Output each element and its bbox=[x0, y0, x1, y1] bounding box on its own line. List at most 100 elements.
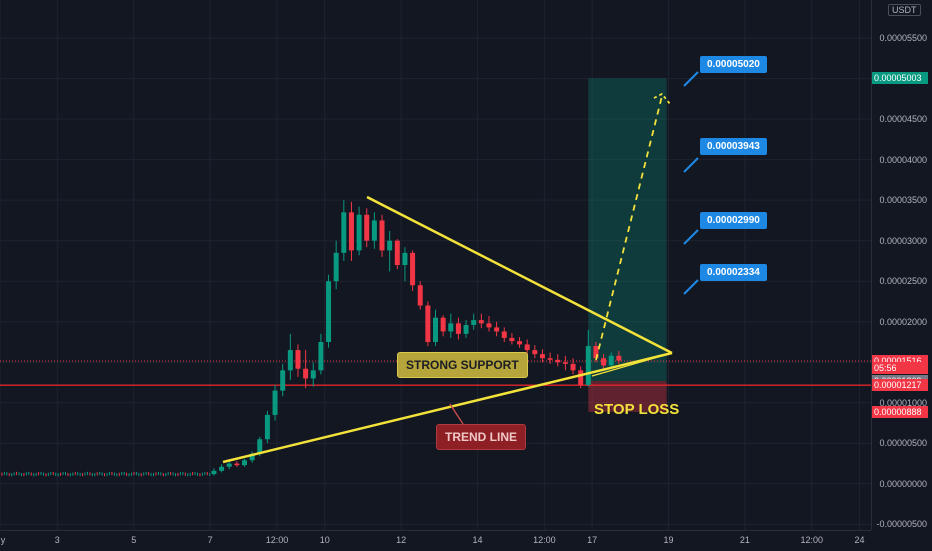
candle-body bbox=[356, 214, 362, 251]
time-axis[interactable]: y 3 5 7 12:00 10 12 14 12:00 17 19 21 12:00 24 bbox=[0, 530, 871, 551]
candle-body bbox=[524, 344, 530, 351]
target-callout-4[interactable]: 0.00002334 bbox=[700, 264, 767, 281]
position-zones bbox=[588, 78, 667, 412]
candle-body bbox=[517, 341, 523, 345]
candle-body bbox=[501, 331, 507, 338]
candle-body bbox=[303, 368, 309, 379]
candle-body bbox=[287, 350, 293, 371]
candle bbox=[585, 329, 591, 387]
price-tick-label: 0.00003000 bbox=[879, 235, 927, 246]
price-tick-label: 0.00004500 bbox=[879, 114, 927, 125]
candle bbox=[555, 354, 561, 367]
candle bbox=[310, 362, 316, 387]
candle bbox=[341, 200, 347, 261]
candle-body bbox=[394, 240, 400, 265]
price-tick-label: 0.00001000 bbox=[879, 397, 927, 408]
candle bbox=[547, 352, 553, 364]
trend-line-label[interactable]: TREND LINE bbox=[436, 424, 526, 450]
candle bbox=[295, 344, 301, 377]
candle-body bbox=[333, 252, 339, 282]
candle-body bbox=[455, 323, 461, 334]
time-tick-label: 12:00 bbox=[533, 535, 556, 545]
candle-body bbox=[326, 281, 332, 342]
resistance-line bbox=[366, 195, 673, 355]
candle bbox=[364, 208, 370, 248]
candle-body bbox=[318, 341, 324, 371]
candle-body bbox=[509, 337, 515, 342]
price-tag[interactable]: 0.00000888 bbox=[872, 405, 928, 418]
price-tag[interactable]: 0.00001217 bbox=[872, 379, 928, 392]
candle-body bbox=[379, 220, 385, 251]
candle bbox=[287, 333, 293, 381]
time-tick-label: 12:00 bbox=[265, 535, 289, 545]
candle bbox=[433, 309, 438, 347]
candle bbox=[517, 337, 523, 348]
time-tick-label: 24 bbox=[854, 535, 865, 545]
time-tick-label: 7 bbox=[207, 535, 213, 545]
candle-body bbox=[601, 358, 607, 366]
candle-body bbox=[348, 212, 354, 251]
candle-body bbox=[364, 214, 370, 241]
candle bbox=[501, 327, 507, 342]
trend-pointer bbox=[449, 403, 464, 425]
candles bbox=[211, 200, 622, 476]
time-tick-label: 21 bbox=[739, 535, 750, 545]
candle-body bbox=[494, 327, 500, 332]
price-tag[interactable]: 0.00005003 bbox=[872, 72, 928, 85]
candle bbox=[425, 301, 431, 347]
drawings bbox=[222, 71, 699, 464]
price-tick-label: 0.00000000 bbox=[879, 478, 927, 489]
price-tick-label: 0.00004000 bbox=[879, 154, 927, 165]
candle bbox=[448, 313, 454, 338]
time-tick-label: 12 bbox=[396, 535, 407, 545]
strong-support-label[interactable]: STRONG SUPPORT bbox=[397, 352, 528, 378]
price-tag[interactable]: 05:56 bbox=[872, 362, 928, 375]
candle-body bbox=[578, 370, 584, 385]
target-callout-3[interactable]: 0.00002990 bbox=[700, 212, 767, 229]
candle-body bbox=[486, 323, 492, 328]
candle-body bbox=[608, 355, 614, 366]
candle bbox=[578, 366, 584, 389]
candle bbox=[211, 468, 217, 476]
candle-body bbox=[478, 320, 484, 324]
candle-body bbox=[417, 285, 423, 306]
projection-arrowhead bbox=[653, 92, 671, 105]
candle-body bbox=[341, 212, 347, 253]
candle bbox=[455, 317, 461, 340]
candle bbox=[486, 316, 492, 332]
currency-badge[interactable]: USDT bbox=[888, 4, 921, 16]
pre-launch-candles bbox=[1, 471, 211, 477]
callout-pointer bbox=[683, 71, 699, 87]
stop-loss-label: STOP LOSS bbox=[594, 401, 680, 418]
candle bbox=[280, 363, 286, 397]
candle-body bbox=[440, 317, 446, 332]
callout-pointer bbox=[683, 157, 699, 173]
candle-body bbox=[234, 463, 240, 466]
projection-path bbox=[595, 95, 663, 361]
price-chart[interactable] bbox=[0, 0, 871, 530]
candle-body bbox=[593, 346, 599, 359]
candle-body bbox=[425, 305, 431, 342]
candle bbox=[356, 206, 362, 256]
candle-body bbox=[539, 354, 545, 359]
candle bbox=[562, 355, 568, 371]
time-tick-label: 5 bbox=[131, 535, 137, 545]
candle-body bbox=[226, 463, 232, 467]
candle bbox=[249, 451, 255, 463]
candle bbox=[410, 250, 416, 291]
apex-line bbox=[591, 352, 673, 377]
target-callout-1[interactable]: 0.00005020 bbox=[700, 56, 767, 73]
price-tick-label: 0.00005500 bbox=[879, 33, 927, 44]
candle bbox=[402, 247, 408, 282]
candle bbox=[264, 410, 270, 444]
time-tick-label: 12:00 bbox=[800, 535, 824, 545]
price-tick-label: 0.00002000 bbox=[879, 316, 927, 327]
candle-body bbox=[547, 358, 553, 360]
candle-body bbox=[433, 317, 438, 342]
target-callout-2[interactable]: 0.00003943 bbox=[700, 138, 767, 155]
candle bbox=[539, 349, 545, 363]
candle-body bbox=[463, 324, 469, 334]
candle bbox=[494, 321, 500, 337]
candle bbox=[387, 230, 393, 272]
time-tick-label: 10 bbox=[319, 535, 330, 545]
